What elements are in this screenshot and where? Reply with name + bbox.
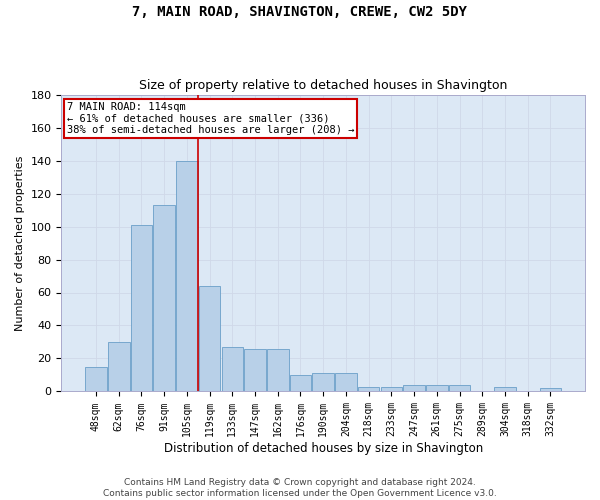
Bar: [244, 348, 266, 392]
Bar: [199, 286, 220, 392]
Text: 7 MAIN ROAD: 114sqm
← 61% of detached houses are smaller (336)
38% of semi-detac: 7 MAIN ROAD: 114sqm ← 61% of detached ho…: [67, 102, 354, 135]
Bar: [313, 374, 334, 392]
Bar: [176, 160, 197, 392]
X-axis label: Distribution of detached houses by size in Shavington: Distribution of detached houses by size …: [164, 442, 483, 455]
Bar: [449, 385, 470, 392]
Title: Size of property relative to detached houses in Shavington: Size of property relative to detached ho…: [139, 79, 508, 92]
Y-axis label: Number of detached properties: Number of detached properties: [15, 156, 25, 330]
Bar: [494, 386, 516, 392]
Bar: [358, 386, 379, 392]
Bar: [403, 385, 425, 392]
Bar: [221, 347, 243, 392]
Bar: [154, 205, 175, 392]
Bar: [335, 374, 357, 392]
Text: 7, MAIN ROAD, SHAVINGTON, CREWE, CW2 5DY: 7, MAIN ROAD, SHAVINGTON, CREWE, CW2 5DY: [133, 5, 467, 19]
Text: Contains HM Land Registry data © Crown copyright and database right 2024.
Contai: Contains HM Land Registry data © Crown c…: [103, 478, 497, 498]
Bar: [539, 388, 561, 392]
Bar: [85, 366, 107, 392]
Bar: [267, 348, 289, 392]
Bar: [131, 225, 152, 392]
Bar: [380, 386, 402, 392]
Bar: [290, 375, 311, 392]
Bar: [426, 385, 448, 392]
Bar: [108, 342, 130, 392]
